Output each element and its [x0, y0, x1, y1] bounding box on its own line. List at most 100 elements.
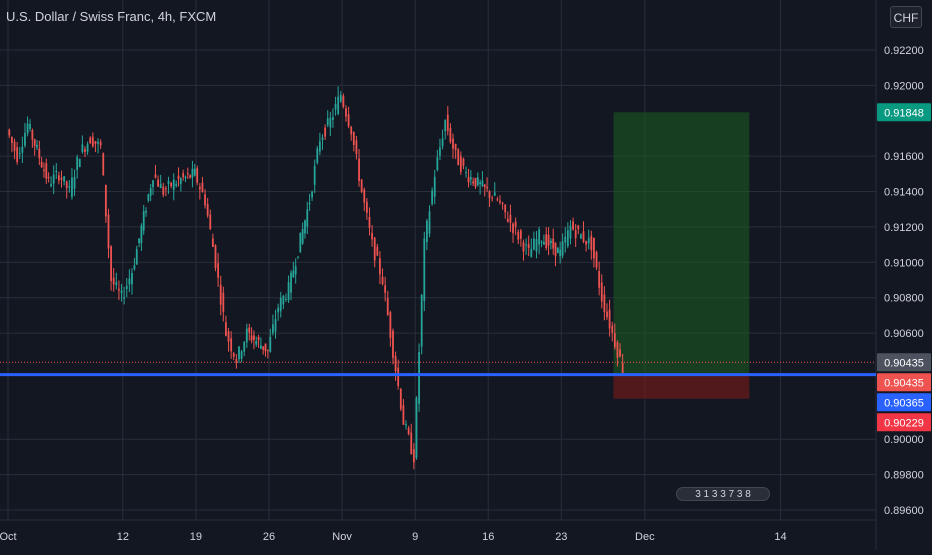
candle-body — [449, 127, 452, 142]
candle-body — [415, 397, 418, 458]
candle-body — [384, 285, 387, 293]
candle-body — [337, 96, 340, 114]
x-tick-label: 9 — [412, 531, 418, 543]
candle-body — [318, 141, 321, 152]
candle-body — [446, 114, 449, 131]
playback-control[interactable]: 3 1 3 3 7 3 8 — [676, 487, 770, 501]
candle-body — [525, 244, 527, 246]
candle-body — [574, 230, 577, 239]
candle-body — [465, 172, 467, 174]
candle-body — [342, 96, 345, 107]
candle-body — [55, 170, 58, 173]
candle-body — [86, 144, 89, 152]
candle-body — [214, 245, 217, 268]
candle-body — [590, 235, 593, 251]
candle-body — [549, 240, 552, 244]
candle-body — [179, 178, 182, 184]
candle-body — [321, 137, 324, 141]
candle-body — [76, 157, 79, 170]
candle-body — [177, 175, 180, 180]
candle-body — [441, 138, 444, 147]
candle-body — [135, 249, 138, 265]
candle-body — [569, 225, 572, 239]
candle-body — [386, 298, 389, 315]
candle-body — [439, 147, 441, 156]
candle-body — [428, 211, 431, 234]
candle-body — [363, 189, 366, 203]
candle-body — [499, 200, 501, 203]
x-tick-label: 12 — [117, 531, 129, 543]
candle-body — [572, 221, 574, 230]
y-tick-label: 0.92000 — [884, 80, 924, 92]
candle-body — [512, 223, 514, 234]
candle-body — [140, 225, 143, 244]
candle-body — [219, 284, 222, 305]
candle-body — [433, 176, 436, 197]
y-tick-label: 0.90000 — [884, 434, 924, 446]
candle-body — [486, 187, 488, 189]
candle-body — [209, 214, 212, 230]
candle-body — [240, 351, 243, 359]
candle-body — [120, 290, 123, 293]
candle-body — [8, 129, 11, 136]
candle-body — [91, 136, 94, 147]
x-tick-label: 26 — [263, 531, 275, 543]
candle-body — [149, 188, 152, 196]
candle-body — [481, 180, 484, 186]
candle-body — [368, 217, 371, 228]
candle-body — [436, 157, 439, 170]
candle-body — [65, 181, 68, 188]
candle-body — [184, 176, 187, 178]
candle-body — [619, 349, 621, 357]
price-label-box — [877, 413, 931, 432]
y-tick-label: 0.91600 — [884, 151, 924, 163]
candle-body — [379, 258, 381, 275]
candle-body — [38, 148, 41, 159]
candle-body — [196, 168, 199, 183]
candle-body — [206, 204, 209, 216]
candle-body — [217, 263, 220, 278]
candle-body — [514, 221, 517, 227]
candle-body — [611, 325, 614, 333]
candle-body — [45, 163, 48, 179]
candle-body — [222, 292, 225, 312]
candle-body — [324, 127, 327, 137]
candle-body — [282, 295, 285, 305]
candle-body — [89, 137, 92, 144]
x-tick-label: Dec — [635, 531, 655, 543]
candle-body — [527, 244, 530, 248]
candle-body — [262, 346, 265, 350]
x-tick-label: 23 — [555, 531, 567, 543]
candle-body — [255, 340, 258, 345]
candle-body — [29, 123, 31, 129]
candle-body — [191, 168, 194, 178]
candle-body — [285, 299, 287, 301]
candle-body — [277, 307, 280, 313]
candle-body — [399, 389, 402, 410]
candle-body — [50, 184, 52, 187]
candle-body — [26, 123, 29, 134]
candle-body — [162, 186, 165, 195]
candle-body — [81, 144, 84, 153]
price-label-text: 0.90229 — [884, 417, 924, 429]
candle-body — [459, 156, 462, 172]
currency-button[interactable]: CHF — [890, 6, 922, 28]
candle-body — [227, 331, 230, 342]
candle-body — [230, 338, 233, 352]
candle-body — [608, 309, 611, 329]
candle-body — [245, 328, 248, 343]
candle-body — [397, 367, 400, 386]
candle-body — [248, 327, 251, 333]
candle-body — [355, 140, 358, 155]
candle-body — [253, 335, 255, 340]
candle-body — [345, 108, 347, 117]
y-tick-label: 0.90600 — [884, 328, 924, 340]
candle-body — [266, 349, 269, 351]
candle-body — [472, 181, 475, 184]
candle-body — [43, 169, 45, 171]
candle-body — [71, 177, 73, 197]
price-label-box — [877, 393, 931, 412]
